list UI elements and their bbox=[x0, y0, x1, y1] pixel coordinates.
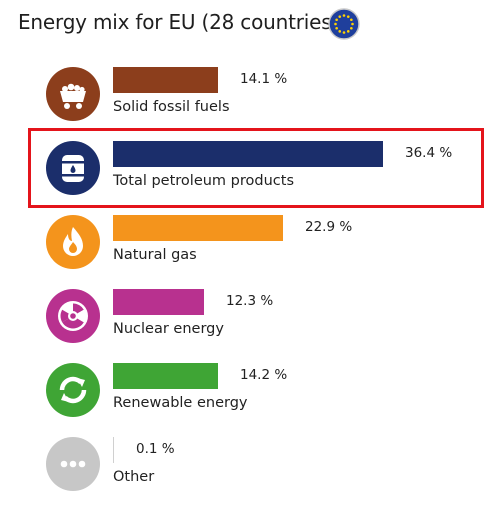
chart-row-renewable-energy: 14.2 % Renewable energy bbox=[0, 363, 489, 437]
recycle-icon bbox=[46, 363, 100, 417]
flame-icon bbox=[46, 215, 100, 269]
eu-flag-icon bbox=[328, 8, 360, 40]
data-label: 12.3 % bbox=[226, 293, 274, 309]
data-label: 0.1 % bbox=[136, 441, 175, 457]
page-title: Energy mix for EU (28 countries) bbox=[18, 10, 340, 34]
chart-row-natural-gas: 22.9 % Natural gas bbox=[0, 215, 489, 289]
data-label: 14.2 % bbox=[240, 367, 288, 383]
data-label: 36.4 % bbox=[405, 145, 453, 161]
bar-mark bbox=[113, 141, 383, 167]
bar-mark bbox=[113, 67, 218, 93]
bar-mark bbox=[113, 363, 218, 389]
bar-mark bbox=[113, 215, 283, 241]
category-label: Nuclear energy bbox=[113, 321, 224, 337]
coal-cart-icon bbox=[46, 67, 100, 121]
chart-row-other: 0.1 % Other bbox=[0, 437, 489, 511]
chart-row-total-petroleum-products: 36.4 % Total petroleum products bbox=[0, 141, 489, 215]
data-label: 22.9 % bbox=[305, 219, 353, 235]
category-label: Total petroleum products bbox=[113, 173, 294, 189]
category-label: Natural gas bbox=[113, 247, 197, 263]
category-label: Renewable energy bbox=[113, 395, 248, 411]
radiation-icon bbox=[46, 289, 100, 343]
data-label: 14.1 % bbox=[240, 71, 288, 87]
chart-row-nuclear-energy: 12.3 % Nuclear energy bbox=[0, 289, 489, 363]
bar-mark bbox=[113, 289, 204, 315]
chart-row-solid-fossil-fuels: 14.1 % Solid fossil fuels bbox=[0, 67, 489, 141]
category-label: Other bbox=[113, 469, 155, 485]
oil-barrel-icon bbox=[46, 141, 100, 195]
category-label: Solid fossil fuels bbox=[113, 99, 230, 115]
bar-mark bbox=[113, 437, 114, 463]
highlight-frame bbox=[28, 128, 484, 208]
ellipsis-icon bbox=[46, 437, 100, 491]
